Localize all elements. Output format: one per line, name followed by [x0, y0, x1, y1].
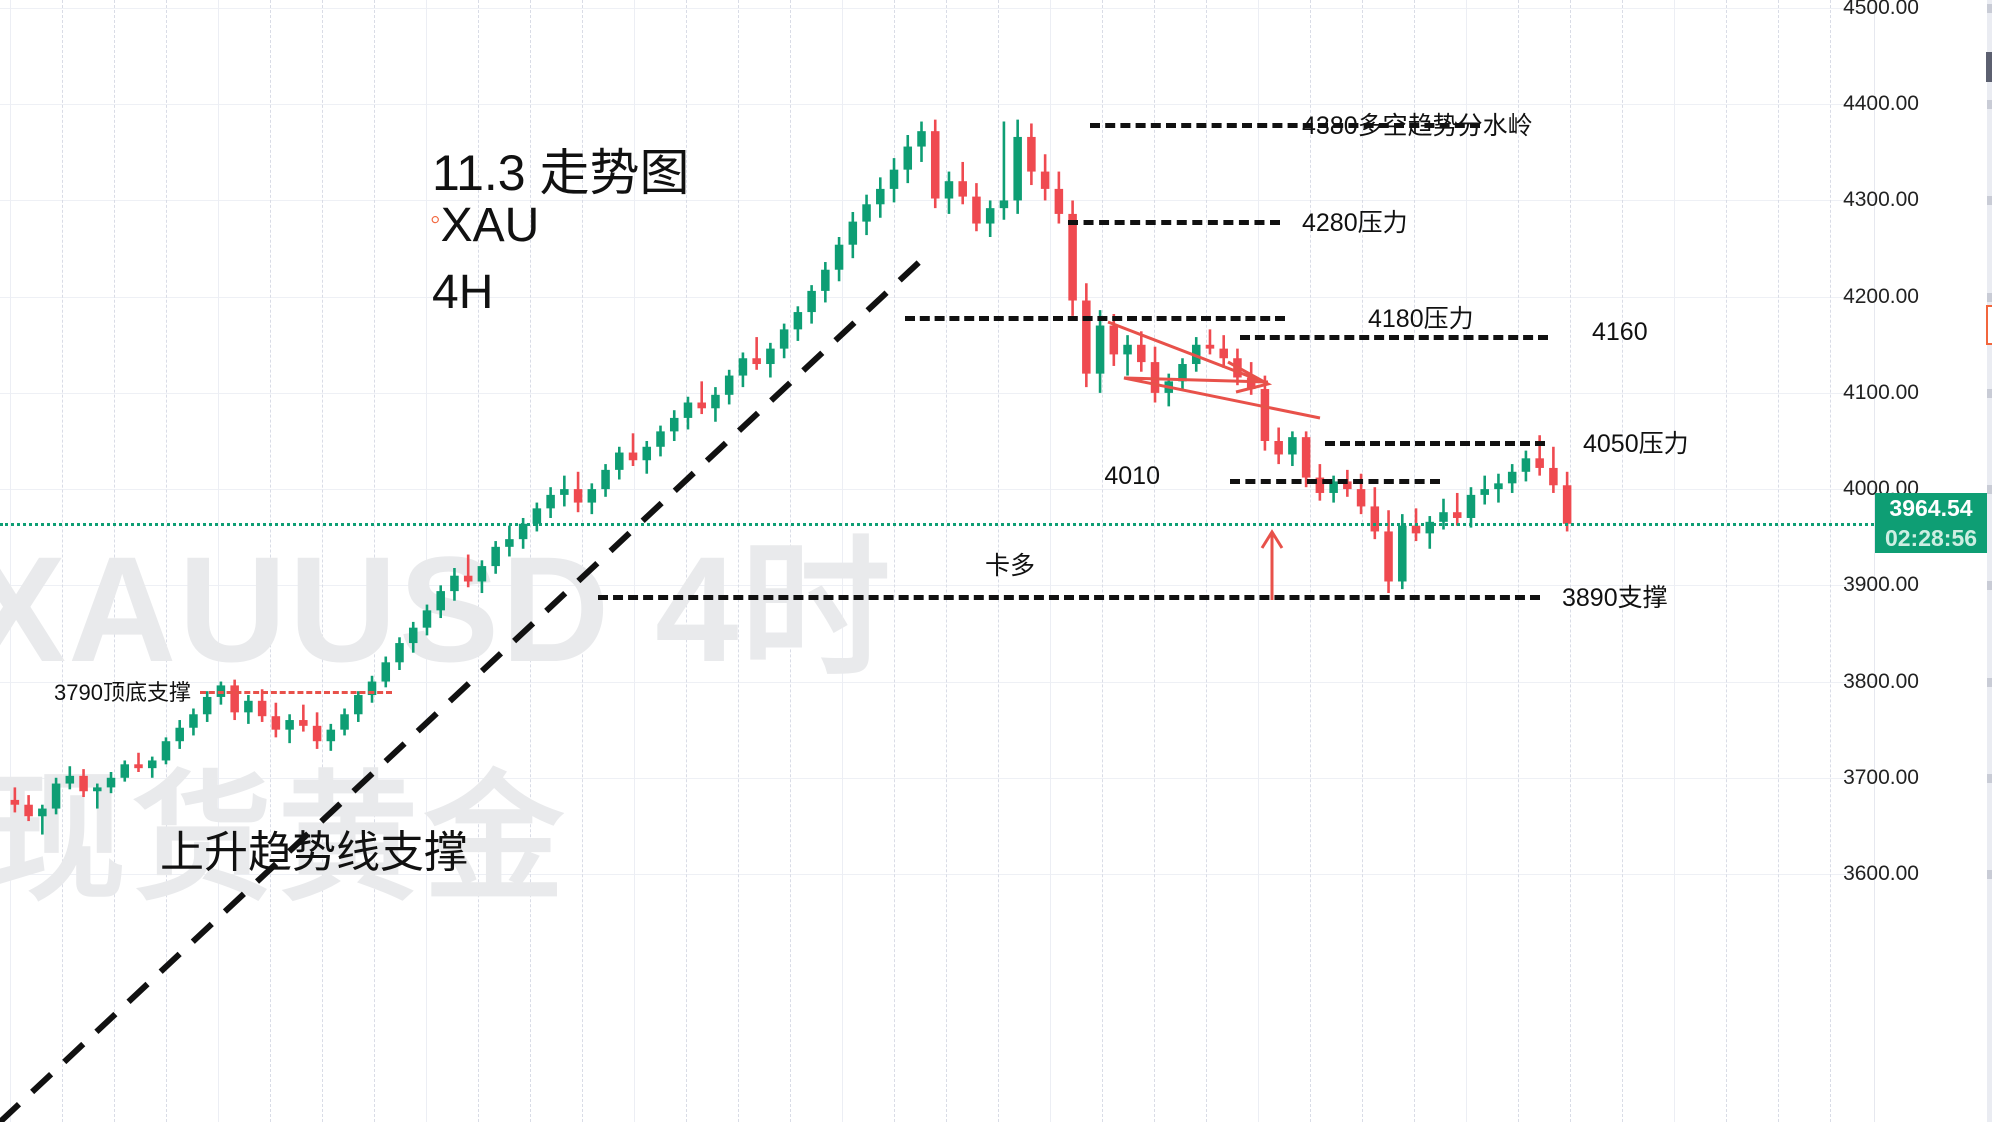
level-label-sup-3890: 3890支撑: [1562, 583, 1668, 612]
level-label-res-4160: 4160: [1592, 318, 1648, 347]
axis-rail-tick: [1987, 677, 1992, 687]
axis-rail-tick: [1987, 388, 1992, 398]
level-label-res-4280: 4280压力: [1302, 208, 1408, 237]
level-line-res-4280: [1068, 219, 1280, 225]
axis-rail-tick: [1987, 196, 1992, 206]
axis-rail-tick: [1987, 100, 1992, 110]
headline-date: 11.3 走势图: [432, 145, 690, 201]
axis-tick-label: 3900.00: [1843, 573, 1919, 597]
current-price-countdown: 02:28:56: [1884, 525, 1978, 552]
axis-tick-label: 4100.00: [1843, 380, 1919, 404]
level-line-res-4160: [1240, 335, 1548, 341]
axis-tick-label: 4500.00: [1843, 0, 1919, 19]
note-label-kaduo: 卡多: [985, 552, 1036, 581]
axis-scrollbar[interactable]: [1987, 0, 1992, 1122]
level-line-sup-3790: [200, 691, 392, 695]
level-line-lvl-4010: [1230, 479, 1440, 485]
current-price-badge[interactable]: 3964.54 02:28:56: [1875, 493, 1987, 554]
level-label-sup-3790: 3790顶底支撑: [54, 680, 191, 706]
rail-marker-high: [1986, 52, 1992, 82]
headline-symbol: ◦XAU: [430, 198, 539, 253]
axis-rail-tick: [1987, 4, 1992, 13]
headline-timeframe: 4H: [432, 266, 494, 319]
price-plot[interactable]: [0, 0, 1874, 1122]
level-line-sup-3890: [598, 594, 1540, 600]
level-label-res-4380: 4380多空趋势分水岭: [1302, 112, 1533, 141]
symbol-bullet-icon: ◦: [430, 203, 441, 236]
price-axis[interactable]: 4500.00 4400.00 4300.00 4200.00 4100.00 4000.…: [1843, 0, 1992, 1122]
axis-rail-tick: [1987, 485, 1992, 495]
level-label-lvl-4010: 4010: [1104, 462, 1160, 491]
axis-rail-tick: [1987, 773, 1992, 783]
axis-tick-label: 4300.00: [1843, 188, 1919, 212]
current-price-value: 3964.54: [1889, 495, 1973, 522]
level-label-res-4050: 4050压力: [1583, 430, 1689, 458]
axis-tick-label: 3600.00: [1843, 862, 1919, 885]
rail-marker-alert: [1986, 305, 1992, 345]
axis-tick-label: 4400.00: [1843, 92, 1919, 116]
level-line-res-4380: [1090, 123, 1480, 129]
axis-tick-label: 3700.00: [1843, 765, 1919, 789]
axis-rail-tick: [1987, 581, 1992, 591]
axis-tick-label: 4200.00: [1843, 284, 1919, 308]
axis-rail-tick: [1987, 292, 1992, 302]
level-line-res-4180: [905, 315, 1285, 321]
axis-tick-label: 3800.00: [1843, 669, 1919, 693]
level-label-res-4180: 4180压力: [1368, 304, 1474, 333]
current-price-line: [0, 523, 1874, 527]
trendline-support-label: 上升趋势线支撑: [160, 828, 468, 877]
headline-symbol-label: XAU: [440, 199, 540, 252]
axis-rail-tick: [1987, 870, 1992, 879]
level-line-res-4050: [1325, 441, 1545, 446]
